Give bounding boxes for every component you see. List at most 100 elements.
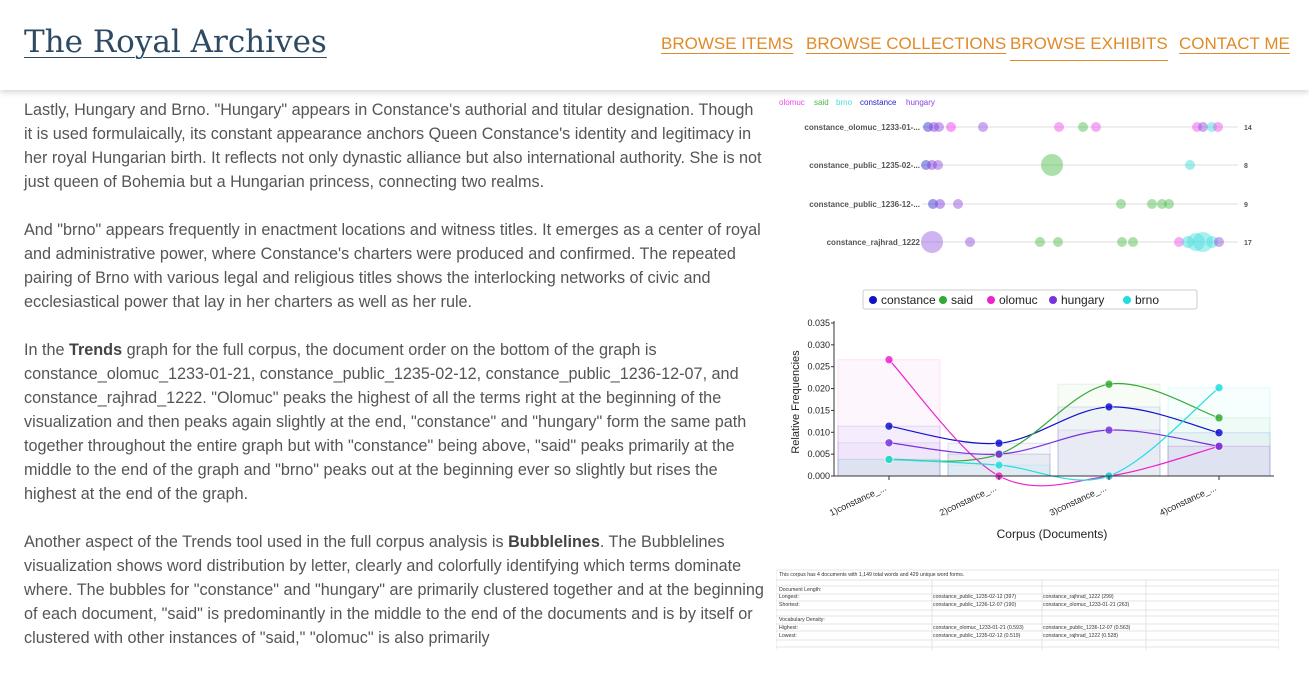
site-title-link[interactable]: The Royal Archives	[24, 24, 327, 60]
bubblelines-visualization: olomuc said brno constance hungary const…	[776, 94, 1256, 264]
bar-olomuc	[1167, 445, 1271, 477]
nav-browse-collections[interactable]: BROWSE COLLECTIONS	[806, 34, 1007, 53]
data-point-constance[interactable]	[1104, 402, 1114, 412]
paragraph-bubblelines: Another aspect of the Trends tool used i…	[24, 530, 764, 650]
bubble-row-label: constance_rajhrad_1222	[827, 238, 921, 247]
legend-brno: brno	[836, 98, 853, 107]
trends-chart: constance said olomuc hungary brno 0.000 0.00…	[776, 286, 1286, 548]
paragraph-text: graph for the full corpus, the document …	[24, 341, 747, 503]
y-tick-label: 0.020	[807, 384, 830, 394]
bubble-row-3	[928, 199, 1174, 209]
data-point-brno[interactable]	[1214, 383, 1224, 392]
highest-doc-1: constance_olomuc_1233-01-21 (0.593)	[933, 625, 1024, 631]
nav-contact-me[interactable]: CONTACT ME	[1179, 34, 1290, 53]
longest-doc-1: constance_public_1235-02-12 (397)	[933, 594, 1016, 600]
paragraph-text: Another aspect of the Trends tool used i…	[24, 533, 509, 551]
data-point-constance[interactable]	[994, 438, 1004, 448]
y-tick-label: 0.035	[807, 318, 830, 328]
legend-marker-olomuc	[987, 296, 995, 304]
bubble-row-count: 17	[1244, 240, 1252, 247]
data-point-hungary[interactable]	[994, 449, 1004, 459]
legend-label-hungary: hungary	[1061, 293, 1104, 307]
legend-label-brno: brno	[1135, 293, 1159, 307]
trends-term: Trends	[69, 341, 123, 359]
legend-label-constance: constance	[881, 293, 936, 307]
bubble-row-label: constance_public_1235-02-...	[809, 161, 920, 170]
paragraph-hungary-brno: Lastly, Hungary and Brno. "Hungary" appe…	[24, 101, 762, 191]
y-tick-label: 0.015	[807, 405, 830, 415]
shortest-doc-1: constance_public_1236-12-07 (190)	[933, 602, 1016, 608]
data-point-constance[interactable]	[884, 421, 894, 431]
legend-marker-hungary	[1049, 296, 1057, 304]
data-point-hungary[interactable]	[1214, 441, 1224, 451]
longest-label: Longest:	[779, 594, 799, 600]
legend-label-olomuc: olomuc	[999, 293, 1038, 307]
lowest-label: Lowest:	[779, 633, 797, 639]
bar-hungary	[1167, 445, 1271, 477]
data-point-hungary[interactable]	[1104, 425, 1114, 435]
bubble-row-label: constance_public_1236-12-...	[809, 200, 920, 209]
paragraph-brno: And "brno" appears frequently in enactme…	[24, 221, 761, 311]
data-point-said[interactable]	[1214, 413, 1224, 423]
shortest-label: Shortest:	[779, 602, 800, 608]
y-tick-label: 0.005	[807, 449, 830, 459]
series-line-constance	[888, 406, 1220, 445]
bubble-row-label: constance_olomuc_1233-01-...	[804, 123, 920, 132]
shortest-doc-2: constance_olomuc_1233-01-21 (263)	[1043, 602, 1129, 608]
legend-marker-constance	[869, 296, 877, 304]
series-line-hungary	[888, 429, 1220, 455]
paragraph-text: In the	[24, 341, 69, 359]
series-line-brno	[888, 387, 1220, 481]
data-point-brno[interactable]	[884, 455, 894, 464]
nav-browse-exhibits[interactable]: BROWSE EXHIBITS	[1010, 34, 1168, 61]
legend-hungary: hungary	[906, 98, 935, 107]
legend-constance: constance	[860, 98, 897, 107]
length-heading: Document Length:	[779, 587, 821, 593]
y-tick-label: 0.010	[807, 427, 830, 437]
density-heading: Vocabulary Density:	[779, 617, 825, 623]
x-axis-label: Corpus (Documents)	[997, 527, 1108, 541]
bar-constance	[837, 425, 941, 477]
data-point-said[interactable]	[1104, 379, 1114, 389]
site-header: The Royal Archives BROWSE ITEMS BROWSE C…	[0, 0, 1309, 90]
lowest-doc-2: constance_rajhrad_1222 (0.528)	[1043, 633, 1118, 639]
legend-olomuc: olomuc	[779, 98, 805, 107]
bubble-row-count: 14	[1244, 125, 1252, 132]
bubble-row-4	[921, 231, 1224, 253]
y-tick-label: 0.030	[807, 340, 830, 350]
bubble-row-1	[923, 122, 1223, 132]
legend-marker-said	[939, 296, 947, 304]
longest-doc-2: constance_rajhrad_1222 (299)	[1043, 594, 1114, 600]
bubblelines-term: Bubblelines	[508, 533, 600, 551]
bar-constance	[1057, 406, 1161, 477]
y-tick-label: 0.025	[807, 362, 830, 372]
highest-label: Highest:	[779, 625, 798, 631]
data-point-olomuc[interactable]	[884, 355, 894, 365]
bar-hungary	[1057, 429, 1161, 477]
paragraph-text: . The Bubblelines visualization shows wo…	[24, 533, 764, 647]
nav-browse-items[interactable]: BROWSE ITEMS	[661, 34, 794, 53]
bubble-row-2	[921, 154, 1195, 176]
bubble-row-count: 8	[1244, 163, 1248, 170]
legend-said: said	[814, 98, 829, 107]
data-point-hungary[interactable]	[884, 438, 894, 448]
data-point-constance[interactable]	[1214, 428, 1224, 438]
x-tick-label: 3)constance_...	[1048, 483, 1108, 518]
x-tick-label: 4)constance_...	[1158, 483, 1218, 518]
y-tick-label: 0.000	[807, 471, 830, 481]
bubble-row-count: 9	[1244, 202, 1248, 209]
x-tick-label: 2)constance_...	[938, 483, 998, 518]
series-line-olomuc	[888, 359, 1220, 487]
data-point-brno[interactable]	[994, 460, 1004, 470]
corpus-summary: This corpus has 4 documents with 1,149 t…	[779, 572, 964, 578]
legend-marker-brno	[1123, 296, 1131, 304]
article-body: Lastly, Hungary and Brno. "Hungary" appe…	[24, 98, 764, 674]
legend-label-said: said	[951, 293, 973, 307]
paragraph-trends: In the Trends graph for the full corpus,…	[24, 338, 764, 506]
chart-legend	[862, 289, 1198, 310]
y-axis-label: Relative Frequencies	[790, 350, 802, 454]
x-tick-label: 1)constance_...	[828, 483, 888, 518]
lowest-doc-1: constance_public_1235-02-12 (0.519)	[933, 633, 1021, 639]
corpus-summary-table: This corpus has 4 documents with 1,149 t…	[776, 568, 1279, 650]
highest-doc-2: constance_public_1236-12-07 (0.563)	[1043, 625, 1131, 631]
